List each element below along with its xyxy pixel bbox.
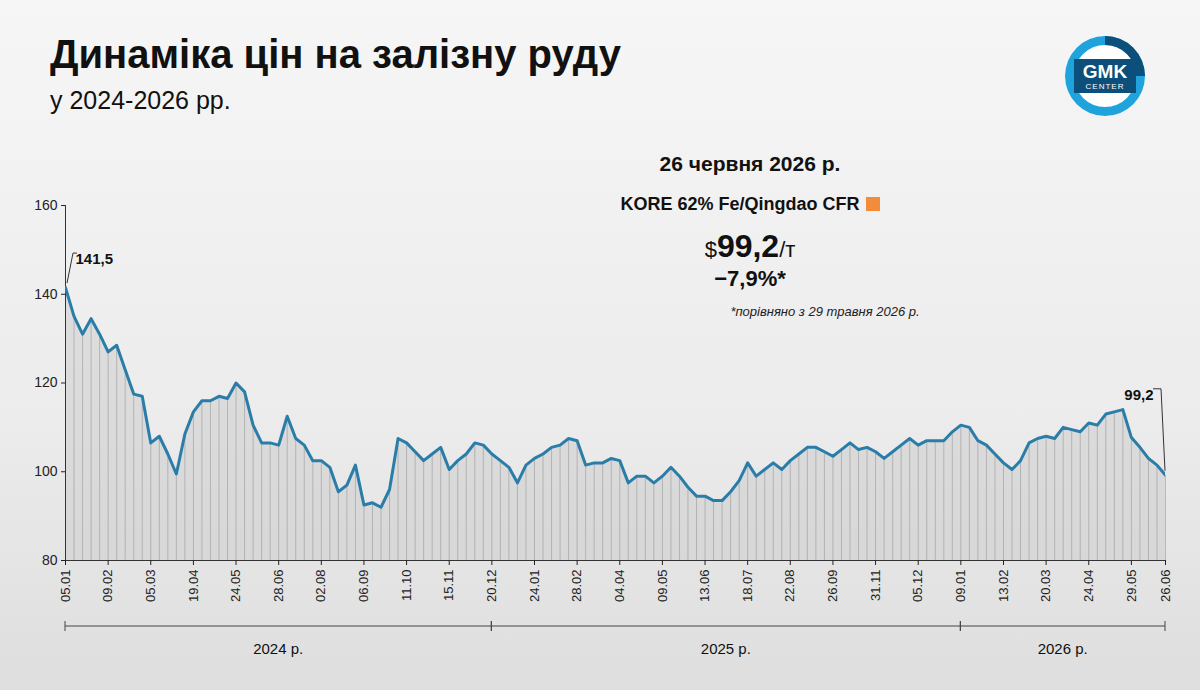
svg-text:05.03: 05.03 [143,570,158,603]
svg-text:09.01: 09.01 [953,570,968,603]
svg-text:09.05: 09.05 [655,570,670,603]
svg-text:29.05: 29.05 [1124,570,1139,603]
svg-text:160: 160 [34,197,58,213]
svg-text:31.11: 31.11 [868,570,883,602]
svg-text:100: 100 [34,463,58,479]
svg-text:02.08: 02.08 [313,570,328,603]
html-text:$99,2/т: $99,2/т [704,228,796,264]
svg-text:GMK: GMK [1083,61,1128,82]
svg-text:28.02: 28.02 [569,570,584,603]
svg-text:05.12: 05.12 [910,570,925,603]
svg-text:26.06: 26.06 [1158,570,1173,603]
svg-text:120: 120 [34,374,58,390]
svg-text:05.01: 05.01 [58,570,73,603]
html-text:−7,9%*: −7,9%* [714,266,786,291]
html-text:26 червня 2026 р.: 26 червня 2026 р. [659,152,841,175]
svg-text:11.10: 11.10 [399,570,414,602]
svg-text:24.04: 24.04 [1081,570,1096,603]
html-text:*порівняно з 29 травня 2026 р.: *порівняно з 29 травня 2026 р. [730,304,920,319]
svg-text:13.02: 13.02 [996,570,1011,603]
svg-text:2024 р.: 2024 р. [253,640,303,657]
html-text:Динаміка цін на залізну руду: Динаміка цін на залізну руду [50,32,621,76]
svg-text:99,2: 99,2 [1124,386,1153,403]
svg-text:13.06: 13.06 [697,570,712,603]
svg-text:141,5: 141,5 [76,250,114,267]
svg-text:20.03: 20.03 [1038,570,1053,603]
svg-text:06.09: 06.09 [356,570,371,603]
svg-text:CENTER: CENTER [1086,82,1125,91]
svg-text:26.09: 26.09 [825,570,840,603]
svg-text:18.07: 18.07 [740,570,755,603]
html-text:у 2024-2026 рр.: у 2024-2026 рр. [50,86,231,114]
svg-text:15.11: 15.11 [441,570,456,602]
html-text:KORE 62% Fe/Qingdao CFR: KORE 62% Fe/Qingdao CFR [620,194,860,214]
svg-text:24.05: 24.05 [228,570,243,603]
svg-text:04.04: 04.04 [612,570,627,603]
svg-text:22.08: 22.08 [782,570,797,603]
svg-text:09.02: 09.02 [100,570,115,603]
svg-text:2025 р.: 2025 р. [701,640,751,657]
svg-text:19.04: 19.04 [186,570,201,603]
svg-text:140: 140 [34,286,58,302]
svg-text:80: 80 [42,552,58,568]
svg-text:2026 р.: 2026 р. [1038,640,1088,657]
svg-text:20.12: 20.12 [484,570,499,603]
svg-text:24.01: 24.01 [527,570,542,603]
svg-text:28.06: 28.06 [271,570,286,603]
